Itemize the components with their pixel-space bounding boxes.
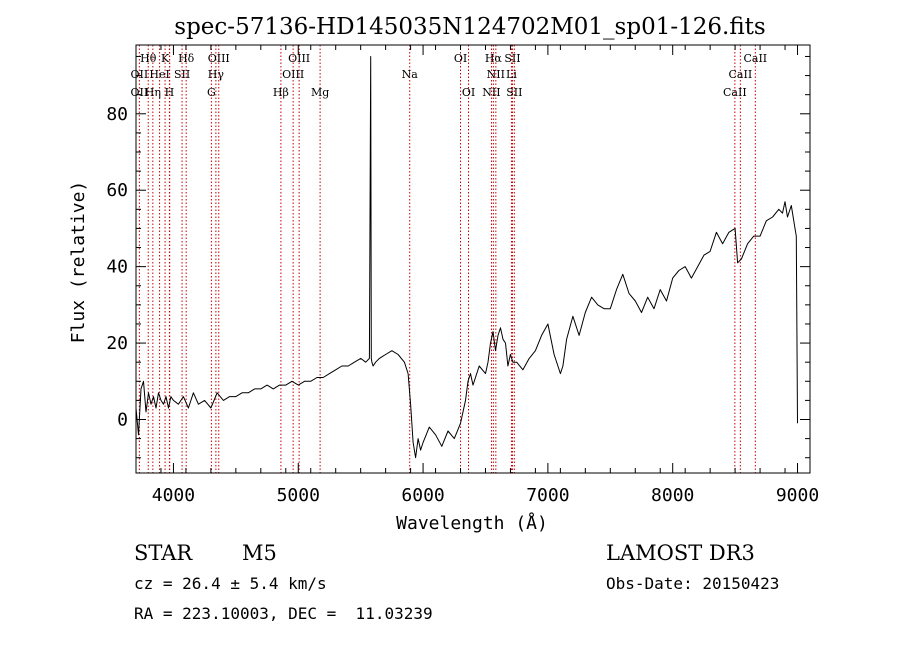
redshift-text: cz = 26.4 ± 5.4 km/s	[134, 574, 327, 593]
line-marker-label: OIII	[208, 52, 230, 65]
line-marker-label: Hβ	[273, 86, 289, 99]
line-marker-label: OII	[131, 86, 149, 99]
line-marker-label: OIII	[282, 68, 304, 81]
line-marker-label: Li	[506, 68, 517, 81]
obs-date: Obs-Date: 20150423	[606, 574, 779, 593]
line-marker-label: K	[161, 52, 170, 65]
x-axis-ticks: 4000 5000 6000 7000 8000 9000	[135, 45, 819, 506]
line-marker-label: CaII	[743, 52, 767, 65]
y-tick-label: 40	[106, 257, 128, 278]
coordinates: RA = 223.10003, DEC = 11.03239	[134, 604, 433, 623]
line-marker-label: NII	[487, 68, 505, 81]
y-tick-label: 80	[106, 104, 128, 125]
line-marker-label: HeI	[149, 68, 169, 81]
object-class: STAR	[134, 541, 193, 565]
line-marker-label: OI	[454, 52, 467, 65]
x-tick-label: 4000	[152, 485, 195, 506]
plot-frame	[135, 44, 811, 474]
line-marker-label: CaII	[729, 68, 753, 81]
x-tick-label: 9000	[776, 485, 819, 506]
line-marker-label: SII	[174, 68, 190, 81]
line-markers	[138, 45, 756, 473]
line-marker-label: G	[207, 86, 216, 99]
line-marker-label: Hδ	[178, 52, 195, 65]
line-marker-label: SII	[504, 52, 520, 65]
y-tick-label: 60	[106, 180, 128, 201]
line-marker-label: CaII	[723, 86, 747, 99]
object-subclass: M5	[242, 541, 277, 565]
line-marker-label: Na	[402, 68, 419, 81]
x-tick-label: 7000	[526, 485, 569, 506]
survey-name: LAMOST DR3	[606, 541, 755, 565]
line-marker-label: Hη	[145, 86, 161, 99]
line-marker-label: SII	[506, 86, 522, 99]
x-tick-label: 6000	[401, 485, 444, 506]
spectrum-line	[135, 56, 798, 459]
line-marker-label: H	[165, 86, 175, 99]
x-tick-label: 5000	[277, 485, 320, 506]
y-axis-label: Flux (relative)	[68, 181, 89, 344]
line-marker-label: Mg	[311, 86, 329, 99]
y-tick-label: 0	[117, 410, 128, 431]
line-marker-label: OII	[131, 68, 149, 81]
y-tick-label: 20	[106, 333, 128, 354]
y-axis-ticks: 0 20 40 60 80	[106, 55, 810, 459]
chart-title: spec-57136-HD145035N124702M01_sp01-126.f…	[174, 14, 765, 40]
line-marker-label: Hα	[485, 52, 503, 65]
line-marker-label: Hθ	[140, 52, 157, 65]
x-axis-label: Wavelength (Å)	[396, 512, 548, 534]
line-marker-label: OI	[462, 86, 475, 99]
series-group	[135, 56, 798, 459]
x-tick-label: 8000	[651, 485, 694, 506]
line-marker-label: OIII	[288, 52, 310, 65]
line-marker-label: Hγ	[208, 68, 225, 81]
line-marker-label: NII	[482, 86, 500, 99]
